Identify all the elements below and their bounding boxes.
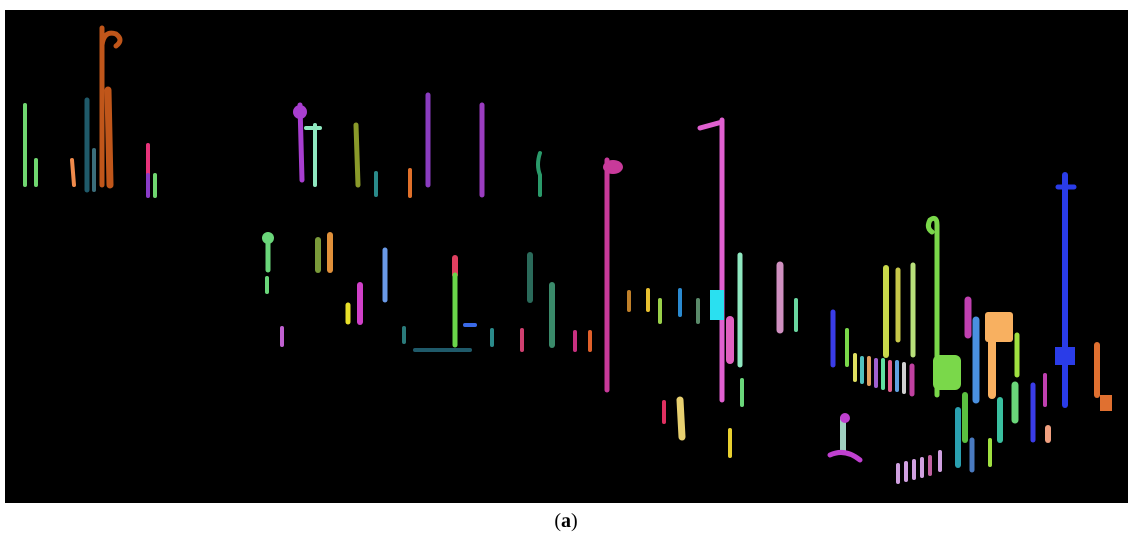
segmented-object — [710, 290, 724, 320]
segmented-object — [262, 232, 274, 244]
segmented-object — [1100, 395, 1112, 411]
segmented-object — [603, 160, 623, 174]
segmented-object — [840, 413, 850, 423]
segmented-object — [1055, 347, 1075, 365]
segmented-object — [538, 153, 540, 195]
segmented-object — [293, 105, 307, 119]
figure: (a) — [0, 0, 1133, 539]
segmented-object — [356, 125, 358, 185]
segmented-object — [72, 160, 74, 185]
segmented-object — [680, 400, 682, 437]
page: {"figure": {"caption": "(a)"}} — [0, 0, 1133, 539]
segmented-object — [108, 90, 110, 185]
caption: (a) — [554, 510, 577, 532]
segmented-object — [933, 355, 961, 390]
